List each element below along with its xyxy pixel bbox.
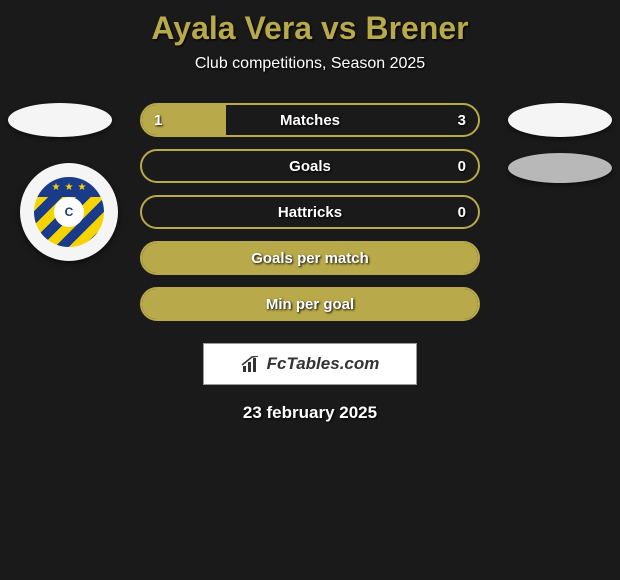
stat-bar: Goals per match [140, 241, 480, 275]
star-icon: ★ [52, 182, 61, 193]
badge-inner: ★ ★ ★ C [34, 177, 104, 247]
page-title: Ayala Vera vs Brener [0, 0, 620, 47]
badge-stars: ★ ★ ★ [34, 177, 104, 197]
watermark: FcTables.com [203, 343, 417, 385]
stat-right-value: 3 [458, 112, 466, 129]
stat-right-value: 0 [458, 158, 466, 175]
stat-left-value: 1 [154, 112, 162, 129]
stat-right-value: 0 [458, 204, 466, 221]
stat-bar: Min per goal [140, 287, 480, 321]
stat-bar: Hattricks 0 [140, 195, 480, 229]
player-club-badge-left: ★ ★ ★ C [20, 163, 118, 261]
stat-bar: 1 Matches 3 [140, 103, 480, 137]
chart-icon [241, 356, 261, 372]
stat-bar: Goals 0 [140, 149, 480, 183]
stat-label: Goals per match [251, 250, 369, 267]
stat-label: Matches [280, 112, 340, 129]
stat-label: Goals [289, 158, 331, 175]
stat-bars: 1 Matches 3 Goals 0 Hattricks 0 Goals per match… [140, 103, 480, 333]
stat-label: Hattricks [278, 204, 342, 221]
subtitle: Club competitions, Season 2025 [0, 55, 620, 73]
watermark-text: FcTables.com [267, 354, 380, 374]
star-icon: ★ [77, 182, 86, 193]
badge-letter: C [54, 197, 84, 227]
player-avatar-left [8, 103, 112, 137]
stats-area: ★ ★ ★ C 1 Matches 3 Goals 0 Hattricks 0 Goals p… [0, 103, 620, 333]
star-icon: ★ [65, 182, 74, 193]
date: 23 february 2025 [0, 403, 620, 423]
stat-label: Min per goal [266, 296, 354, 313]
player-avatar-right [508, 103, 612, 137]
player-club-right [508, 153, 612, 183]
